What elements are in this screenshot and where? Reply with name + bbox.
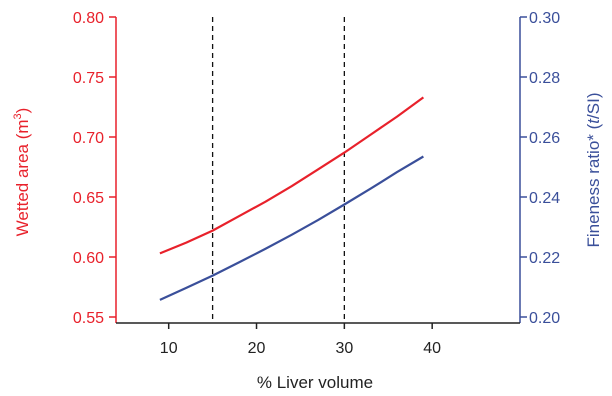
vertical-reference-lines (211, 17, 345, 323)
y-left-tick-label: 0.60 (73, 250, 104, 267)
y-right-tick-label: 0.20 (529, 310, 560, 327)
y-left-axis-label-close: ) (13, 108, 32, 114)
y-left-axis-label-text: Wetted area (m (13, 119, 32, 236)
y-right-axis-label-prefix: Fineness ratio* ( (584, 123, 603, 247)
series-lines (159, 96, 425, 301)
y-right-tick-label: 0.24 (529, 190, 560, 207)
x-tick-label: 30 (335, 340, 353, 357)
x-axis-label: % Liver volume (257, 373, 373, 392)
y-left-tick-label: 0.80 (73, 10, 104, 27)
y-left-tick-label: 0.75 (73, 70, 104, 87)
y-left-tick-label: 0.65 (73, 190, 104, 207)
y-right-tick-label: 0.26 (529, 130, 560, 147)
y-left-tick-label: 0.55 (73, 310, 104, 327)
y-left-tick-label: 0.70 (73, 130, 104, 147)
fineness-ratio-series-line (159, 155, 424, 301)
y-right-axis-label: Fineness ratio* (t/SI) (584, 93, 603, 248)
wetted-area-series-line (159, 96, 425, 255)
y-left-axis-label-sup: 3 (12, 113, 24, 119)
tick-labels: 0.55 0.60 0.65 0.70 0.75 0.80 0.20 0.22 0.24 0.26… (73, 10, 560, 357)
x-tick-label: 10 (160, 340, 178, 357)
y-right-axis-label-italic: t (584, 118, 603, 124)
x-tick-label: 20 (248, 340, 266, 357)
axes (109, 16, 527, 329)
y-right-tick-label: 0.30 (529, 10, 560, 27)
y-left-axis-label: Wetted area (m3) (12, 108, 32, 237)
y-right-tick-label: 0.22 (529, 250, 560, 267)
y-right-axis-label-suffix: /SI) (584, 93, 603, 119)
y-right-tick-label: 0.28 (529, 70, 560, 87)
x-tick-label: 40 (423, 340, 441, 357)
